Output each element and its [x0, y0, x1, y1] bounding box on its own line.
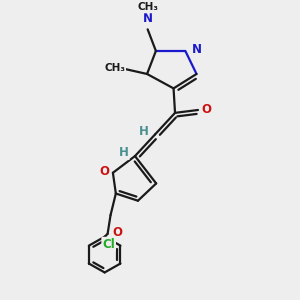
Text: N: N	[142, 12, 153, 25]
Text: O: O	[99, 165, 109, 178]
Text: H: H	[119, 146, 129, 159]
Text: N: N	[191, 43, 202, 56]
Text: O: O	[201, 103, 211, 116]
Text: Cl: Cl	[102, 238, 115, 251]
Text: H: H	[139, 124, 149, 137]
Text: CH₃: CH₃	[137, 2, 158, 12]
Text: CH₃: CH₃	[104, 63, 125, 73]
Text: O: O	[112, 226, 122, 239]
